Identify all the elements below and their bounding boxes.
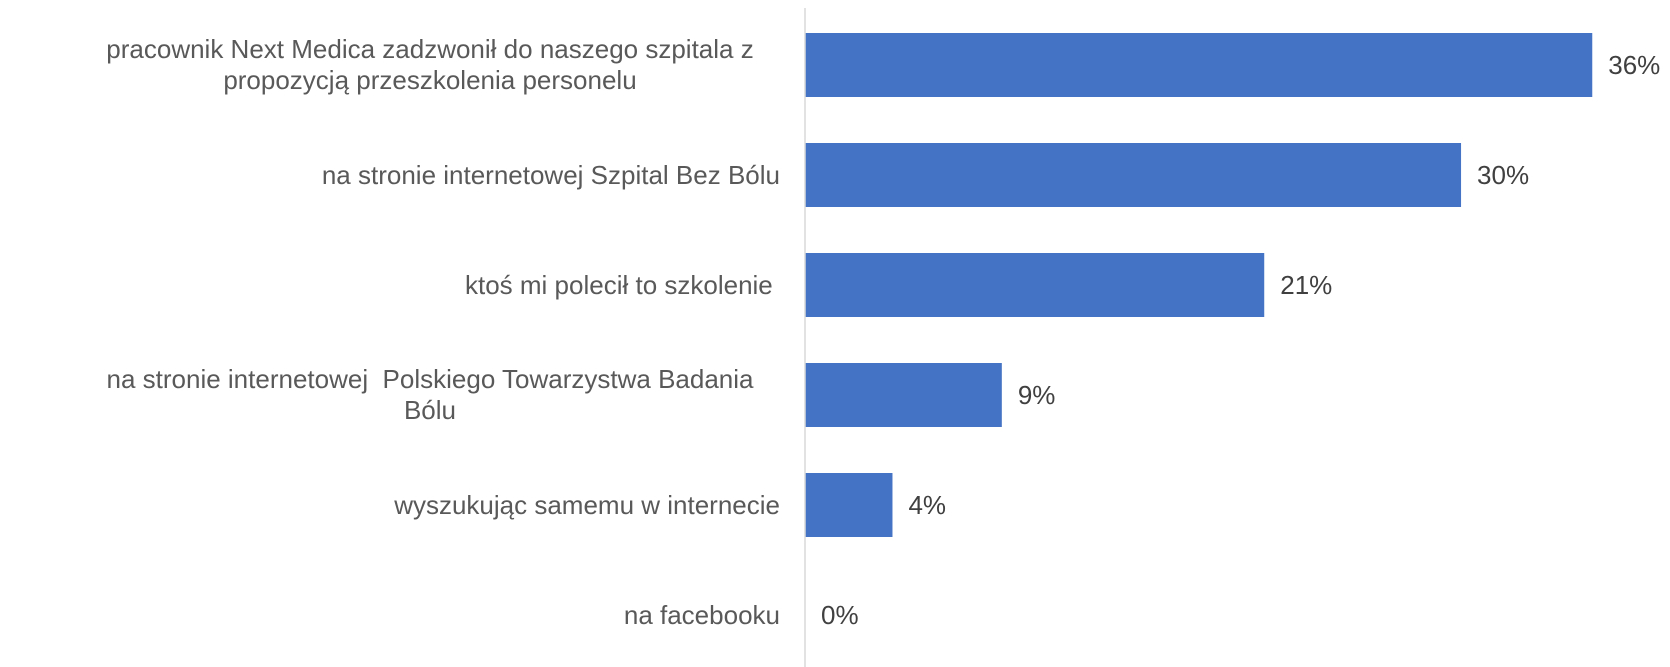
category-label: na stronie internetowej Polskiego Towarz… (106, 364, 761, 425)
bar (805, 363, 1002, 427)
value-label: 30% (1477, 160, 1529, 190)
bar (805, 33, 1593, 97)
value-label: 21% (1280, 270, 1332, 300)
category-label-box: na facebooku (0, 575, 780, 655)
category-label-box: pracownik Next Medica zadzwonił do nasze… (0, 25, 780, 105)
category-label: na facebooku (623, 599, 780, 630)
value-label: 4% (908, 490, 946, 520)
value-label: 9% (1018, 380, 1056, 410)
category-label-box: ktoś mi polecił to szkolenie (0, 245, 780, 325)
category-label: na stronie internetowej Szpital Bez Bólu (321, 159, 780, 190)
category-label: pracownik Next Medica zadzwonił do nasze… (106, 34, 761, 95)
value-label: 36% (1608, 50, 1660, 80)
category-label-box: na stronie internetowej Szpital Bez Bólu (0, 135, 780, 215)
category-label: ktoś mi polecił to szkolenie (464, 269, 780, 300)
category-label: wyszukując samemu w internecie (394, 489, 780, 520)
bar (805, 253, 1265, 317)
bar (805, 143, 1462, 207)
value-label: 0% (821, 600, 859, 630)
category-label-box: wyszukując samemu w internecie (0, 465, 780, 545)
bar (805, 473, 893, 537)
category-label-box: na stronie internetowej Polskiego Towarz… (0, 355, 780, 435)
